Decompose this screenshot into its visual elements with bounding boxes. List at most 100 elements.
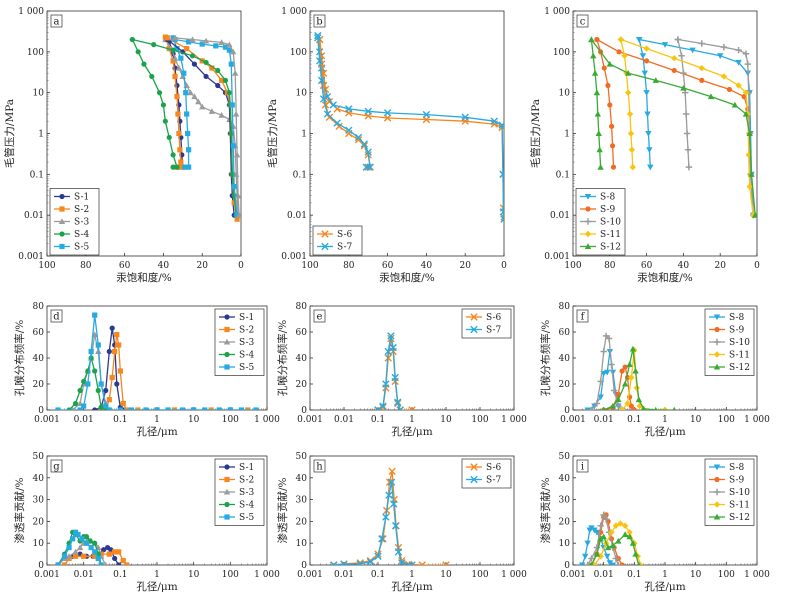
data-point-S-10 bbox=[735, 46, 742, 54]
data-point-S-8 bbox=[603, 369, 611, 376]
data-point-S-5 bbox=[182, 164, 188, 170]
data-point-S-1 bbox=[106, 348, 112, 355]
legend-entry-S-9: S-9 bbox=[600, 205, 616, 215]
data-point-S-11 bbox=[661, 406, 669, 410]
data-point-S-9 bbox=[601, 65, 607, 71]
data-point-S-12 bbox=[653, 406, 658, 410]
data-point-S-2 bbox=[61, 562, 68, 565]
legend-marker-S-7 bbox=[470, 325, 478, 334]
data-point-S-7 bbox=[364, 148, 372, 156]
chart-panel-d: 0.001 0.01 0.1 1 10 100 1 000 0 20 40 60 80 孔径/μm 孔喉分… bbox=[13, 302, 280, 438]
data-point-S-1 bbox=[116, 562, 122, 565]
legend-entry-S-5: S-5 bbox=[239, 363, 255, 373]
data-point-S-11 bbox=[745, 151, 752, 159]
data-point-S-12 bbox=[621, 380, 629, 387]
x-tick-label: 0.01 bbox=[74, 570, 94, 580]
data-point-S-4 bbox=[170, 164, 176, 170]
data-point-S-9 bbox=[631, 407, 637, 410]
data-point-S-10 bbox=[584, 561, 591, 565]
y-tick-label: 0.001 bbox=[281, 252, 307, 262]
x-tick-label: 0.1 bbox=[627, 570, 641, 580]
data-point-S-6 bbox=[418, 561, 426, 565]
legend-entry-S-2: S-2 bbox=[239, 326, 254, 336]
data-point-S-11 bbox=[624, 400, 631, 407]
x-tick-label: 0.001 bbox=[560, 570, 586, 580]
panel-label: i bbox=[581, 462, 584, 473]
data-point-S-5 bbox=[98, 562, 104, 565]
y-axis-label: 毛管压力/MPa bbox=[3, 99, 16, 168]
data-point-S-4 bbox=[149, 73, 155, 80]
data-point-S-11 bbox=[633, 384, 640, 392]
data-point-S-7 bbox=[374, 406, 382, 410]
y-tick-label: 30 bbox=[296, 496, 308, 506]
data-point-S-3 bbox=[175, 64, 183, 71]
data-point-S-3 bbox=[199, 103, 206, 110]
y-axis-label: 孔喉分布频率/% bbox=[276, 320, 289, 397]
data-point-S-4 bbox=[160, 102, 166, 108]
data-point-S-9 bbox=[594, 36, 600, 43]
data-point-S-3 bbox=[234, 192, 241, 199]
data-point-S-11 bbox=[625, 89, 632, 96]
data-point-S-1 bbox=[109, 325, 115, 331]
data-point-S-12 bbox=[625, 69, 632, 76]
chart-panel-g: 0.001 0.01 0.1 1 10 100 1 000 0 10 20 30 40 50 孔径/μm 渗… bbox=[13, 452, 280, 593]
panel-label: b bbox=[316, 17, 322, 28]
x-tick-label: 60 bbox=[119, 261, 131, 271]
data-point-S-5 bbox=[234, 212, 240, 218]
y-tick-label: 1 000 bbox=[281, 7, 307, 17]
data-point-S-3 bbox=[187, 89, 194, 96]
data-point-S-2 bbox=[112, 348, 118, 355]
data-point-S-9 bbox=[616, 49, 622, 55]
y-tick-label: 1 bbox=[301, 130, 307, 140]
x-tick-label: 80 bbox=[604, 261, 616, 271]
x-tick-label: 60 bbox=[641, 261, 653, 271]
legend-box bbox=[461, 308, 512, 339]
data-point-S-3 bbox=[65, 553, 73, 559]
data-point-S-2 bbox=[178, 159, 184, 165]
y-tick-label: 40 bbox=[559, 474, 571, 484]
series-line-S-4 bbox=[132, 38, 237, 216]
data-point-S-5 bbox=[117, 407, 123, 410]
y-tick-label: 0.001 bbox=[18, 252, 44, 262]
data-point-S-2 bbox=[164, 35, 170, 41]
data-point-S-5 bbox=[77, 407, 83, 410]
legend-entry-S-6: S-6 bbox=[486, 463, 502, 473]
series-group bbox=[374, 332, 416, 410]
data-point-S-3 bbox=[189, 36, 196, 43]
data-point-S-4 bbox=[151, 42, 157, 48]
series-line-S-5 bbox=[174, 38, 238, 216]
data-point-S-1 bbox=[92, 407, 98, 410]
y-tick-label: 0.01 bbox=[287, 211, 307, 221]
data-point-S-2 bbox=[219, 77, 225, 83]
series-line-S-7 bbox=[333, 481, 413, 565]
x-tick-label: 10 bbox=[690, 570, 702, 580]
legend: S-8 S-9 S-10 S-11 S-12 bbox=[704, 458, 755, 526]
panel-label-box bbox=[313, 14, 326, 28]
legend-entry-S-4: S-4 bbox=[239, 351, 255, 361]
data-point-S-5 bbox=[186, 147, 192, 153]
panel-label-box bbox=[313, 309, 326, 323]
data-point-S-5 bbox=[103, 403, 109, 409]
data-point-S-5 bbox=[181, 70, 187, 76]
data-point-S-8 bbox=[689, 47, 696, 54]
data-point-S-10 bbox=[600, 511, 607, 519]
data-point-S-12 bbox=[594, 110, 602, 117]
x-tick-label: 0.01 bbox=[334, 415, 354, 425]
data-point-S-2 bbox=[245, 407, 251, 410]
x-tick-label: 60 bbox=[382, 261, 394, 271]
legend-entry-S-2: S-2 bbox=[239, 476, 254, 486]
x-tick-label: 100 bbox=[471, 570, 488, 580]
legend-entry-S-10: S-10 bbox=[600, 218, 621, 228]
data-point-S-10 bbox=[593, 400, 601, 407]
series-group bbox=[330, 467, 450, 565]
data-point-S-6 bbox=[388, 467, 396, 475]
data-point-S-4 bbox=[92, 368, 98, 374]
legend-entry-S-4: S-4 bbox=[74, 230, 90, 240]
data-point-S-5 bbox=[106, 407, 112, 410]
legend-marker-S-7 bbox=[321, 242, 329, 251]
data-point-S-4 bbox=[135, 49, 141, 55]
data-point-S-12 bbox=[596, 146, 603, 153]
data-point-S-7 bbox=[490, 117, 498, 125]
y-tick-label: 0.001 bbox=[544, 252, 570, 262]
data-point-S-7 bbox=[394, 548, 403, 556]
